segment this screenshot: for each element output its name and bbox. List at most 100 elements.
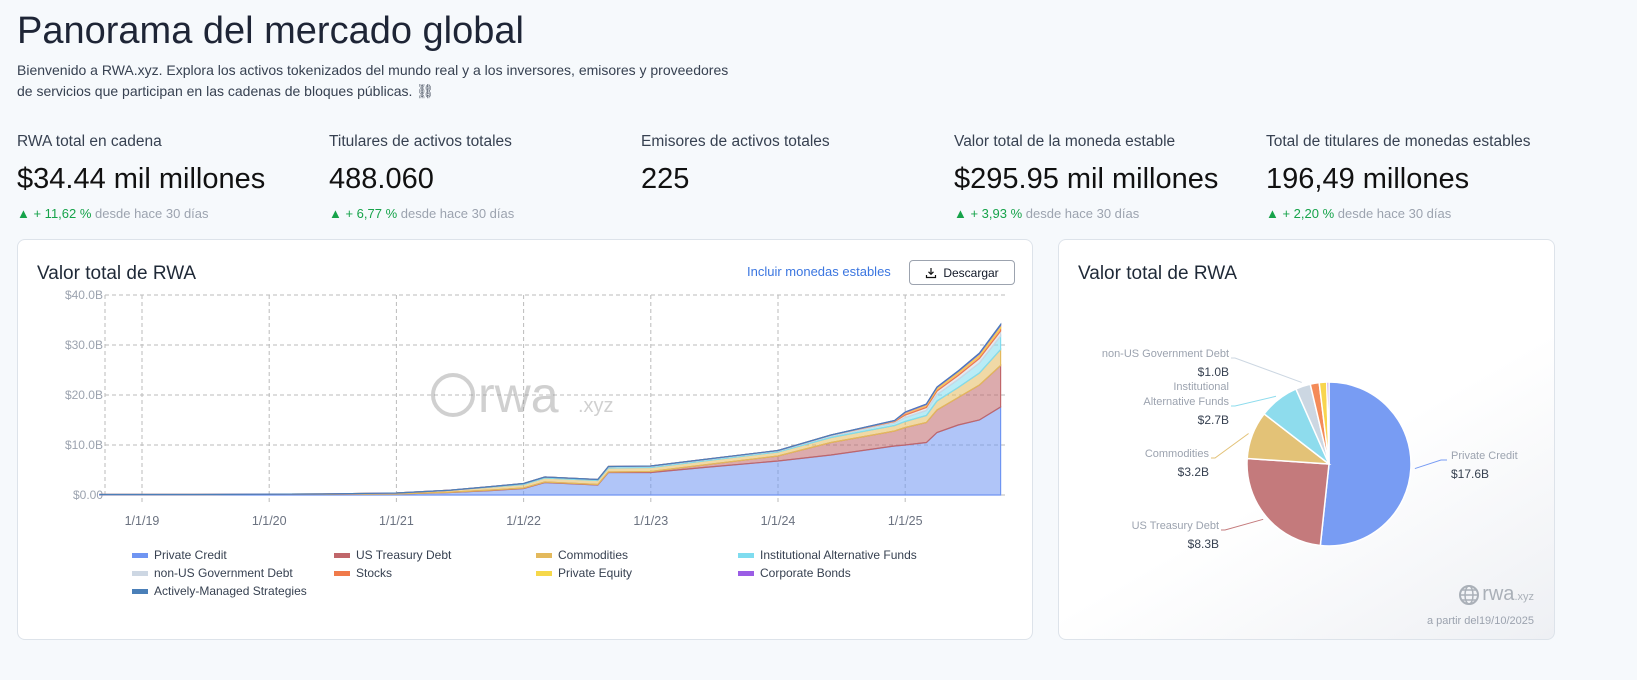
pie-chart-card: Valor total de RWA Private Credit $17.6B U… (1058, 239, 1555, 640)
area-chart-card: Valor total de RWA Incluir monedas estab… (17, 239, 1033, 640)
stat-label: Total de titulares de monedas estables (1266, 133, 1531, 150)
pie-label: Private Credit (1451, 450, 1518, 462)
legend-label: non-US Government Debt (154, 566, 293, 580)
pie-slice-private-credit (1319, 381, 1412, 547)
globe-icon (1459, 584, 1480, 605)
stat-asset-issuers: Emisores de activos totales 225 (641, 133, 830, 196)
legend-swatch (334, 552, 350, 558)
pie-label: Commodities (1145, 448, 1210, 460)
globe-icon (431, 373, 475, 417)
stat-label: Valor total de la moneda estable (954, 133, 1176, 150)
download-button[interactable]: Descargar (909, 260, 1015, 285)
legend-item[interactable]: Actively-Managed Strategies (132, 584, 334, 598)
legend-label: Stocks (356, 566, 393, 580)
pie-value-label: $17.6B (1451, 467, 1489, 481)
legend-label: Actively-Managed Strategies (154, 584, 307, 598)
x-tick-label: 1/1/21 (379, 514, 414, 528)
y-tick-label: $20.0B (65, 388, 103, 402)
stat-value: 488.060 (329, 163, 434, 195)
legend-swatch (536, 552, 552, 558)
area-chart: $0.00 $10.0B $20.0B $30.0B $40.0B 1/1/19 1/1/2… (65, 288, 1008, 528)
pie-leader-line (1231, 357, 1302, 383)
area-series-actively-managed-strategies (99, 322, 1002, 496)
stat-asset-holders: Titulares de activos totales 488.060 ▲ +… (329, 133, 514, 221)
stat-value: $34.44 mil millones (17, 163, 266, 195)
area-chart-title: Valor total de RWA (37, 263, 197, 284)
pie-chart-title: Valor total de RWA (1078, 263, 1238, 284)
y-tick-label: $0.00 (73, 488, 103, 502)
stat-total-rwa: RWA total en cadena $34.44 mil millones … (17, 133, 265, 221)
stat-value: 196,49 millones (1266, 163, 1470, 195)
chart-watermark: rwa .xyz (431, 367, 614, 423)
pie-label: US Treasury Debt (1132, 520, 1219, 532)
legend-item[interactable]: Private Equity (536, 566, 738, 580)
legend-item[interactable]: Commodities (536, 548, 738, 562)
download-label: Descargar (943, 265, 999, 280)
legend-item[interactable]: Institutional Alternative Funds (738, 548, 978, 562)
legend-swatch (132, 570, 148, 576)
pie-value-label: $2.7B (1198, 413, 1229, 427)
y-tick-label: $30.0B (65, 338, 103, 352)
stat-change: ▲ + 3,93 % (954, 206, 1023, 221)
as-of-date: a partir del19/10/2025 (1426, 615, 1534, 627)
x-tick-label: 1/1/20 (252, 514, 287, 528)
pie-leader-line (1221, 518, 1264, 531)
stat-change-suffix: desde hace 30 días (397, 206, 515, 221)
page-title: Panorama del mercado global (17, 10, 524, 52)
x-tick-label: 1/1/24 (761, 514, 796, 528)
intro-text: Bienvenido a RWA.xyz. Explora los activo… (17, 62, 729, 99)
pie-value-label: $3.2B (1178, 465, 1209, 479)
legend-label: US Treasury Debt (356, 548, 452, 562)
legend-item[interactable]: non-US Government Debt (132, 566, 334, 580)
x-tick-label: 1/1/25 (888, 514, 923, 528)
pie-chart: Private Credit $17.6B US Treasury Debt $8.3… (1102, 348, 1518, 551)
watermark-text: rwa (478, 367, 559, 423)
x-tick-label: 1/1/23 (633, 514, 668, 528)
watermark-suffix: .xyz (578, 395, 614, 417)
stat-change: ▲ + 2,20 % (1266, 206, 1335, 221)
area-legend: Private Credit US Treasury Debt Commoditie… (132, 548, 978, 598)
legend-item[interactable]: US Treasury Debt (334, 548, 536, 562)
pie-label: Alternative Funds (1143, 396, 1229, 408)
legend-item[interactable]: Private Credit (132, 548, 334, 562)
pie-watermark: rwa.xyz (1458, 583, 1534, 606)
stat-stablecoin-value: Valor total de la moneda estable $295.95… (954, 133, 1218, 221)
legend-swatch (738, 570, 754, 576)
pie-value-label: $8.3B (1188, 537, 1219, 551)
stat-value: 225 (641, 163, 690, 195)
stat-change-suffix: desde hace 30 días (1022, 206, 1140, 221)
x-tick-label: 1/1/19 (125, 514, 160, 528)
download-icon (926, 267, 937, 278)
legend-swatch (132, 588, 148, 594)
pie-slice-us-treasury-debt (1246, 457, 1330, 547)
stat-change-suffix: desde hace 30 días (91, 206, 209, 221)
stat-stablecoin-holders: Total de titulares de monedas estables 1… (1266, 133, 1531, 221)
legend-item[interactable]: Stocks (334, 566, 536, 580)
stat-value: $295.95 mil millones (954, 163, 1219, 195)
stat-change-suffix: desde hace 30 días (1334, 206, 1452, 221)
pie-label: non-US Government Debt (1102, 348, 1229, 360)
stat-label: Titulares de activos totales (329, 133, 512, 150)
stat-label: Emisores de activos totales (641, 133, 830, 150)
x-tick-label: 1/1/22 (506, 514, 541, 528)
stat-change: ▲ + 11,62 % (17, 206, 92, 221)
pie-value-label: $1.0B (1198, 365, 1229, 379)
legend-swatch (536, 570, 552, 576)
legend-swatch (334, 570, 350, 576)
include-stablecoins-toggle[interactable]: Incluir monedas estables (747, 264, 891, 279)
legend-item[interactable]: Corporate Bonds (738, 566, 978, 580)
legend-swatch (738, 552, 754, 558)
legend-label: Private Credit (154, 548, 227, 562)
y-tick-label: $40.0B (65, 288, 103, 302)
pie-leader-line (1414, 459, 1447, 470)
pie-leader-line (1211, 433, 1249, 459)
legend-label: Corporate Bonds (760, 566, 851, 580)
stat-label: RWA total en cadena (17, 133, 162, 150)
pie-leader-line (1231, 395, 1277, 407)
legend-label: Institutional Alternative Funds (760, 548, 917, 562)
y-tick-label: $10.0B (65, 438, 103, 452)
stat-change: ▲ + 6,77 % (329, 206, 398, 221)
pie-label: Institutional (1173, 381, 1229, 393)
legend-label: Private Equity (558, 566, 633, 580)
pie-slice-corporate-bonds (1325, 381, 1330, 465)
